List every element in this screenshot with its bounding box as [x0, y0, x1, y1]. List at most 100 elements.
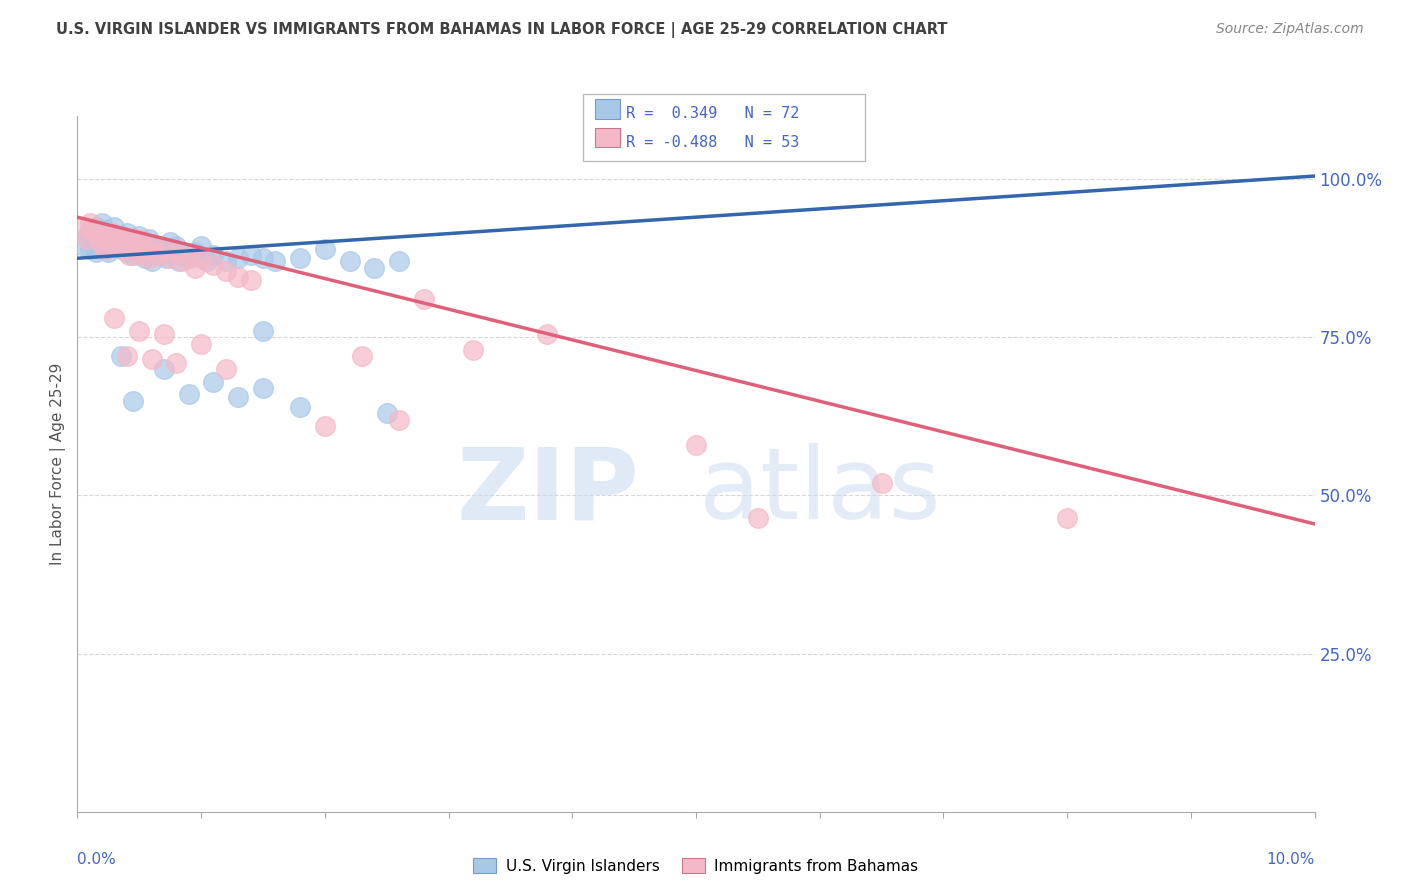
Y-axis label: In Labor Force | Age 25-29: In Labor Force | Age 25-29 [51, 363, 66, 565]
Point [165, 356, 187, 370]
Point [101, 226, 124, 240]
Point [215, 254, 238, 268]
Point [165, 244, 187, 259]
Point [363, 260, 385, 275]
Point [870, 475, 893, 490]
Point [93, 223, 115, 237]
Point [202, 248, 225, 262]
Point [412, 293, 434, 307]
Point [82, 232, 104, 246]
Point [172, 248, 194, 262]
Point [134, 242, 156, 256]
Text: R =  0.349   N = 72: R = 0.349 N = 72 [626, 106, 799, 121]
Point [105, 232, 128, 246]
Point [76, 232, 98, 246]
Point [112, 235, 135, 250]
Point [131, 235, 153, 250]
Point [146, 248, 169, 262]
Point [163, 244, 186, 259]
Point [128, 244, 150, 259]
Point [150, 248, 173, 262]
Point [79, 223, 101, 237]
Point [141, 238, 163, 252]
Point [146, 238, 169, 252]
Text: atlas: atlas [699, 443, 941, 541]
Point [172, 254, 194, 268]
Point [97, 232, 120, 246]
Point [141, 254, 163, 268]
Point [195, 254, 218, 268]
Point [89, 229, 111, 244]
Text: ZIP: ZIP [456, 443, 638, 541]
Point [155, 252, 177, 266]
Point [103, 219, 125, 234]
Point [288, 252, 311, 266]
Point [84, 219, 107, 234]
Point [101, 226, 124, 240]
Point [134, 242, 156, 256]
Point [184, 260, 207, 275]
Point [84, 244, 107, 259]
Point [153, 242, 176, 256]
Text: 0.0%: 0.0% [77, 852, 117, 867]
Point [122, 393, 145, 408]
Point [79, 217, 101, 231]
Point [141, 238, 163, 252]
Point [138, 232, 160, 246]
Point [177, 248, 200, 262]
Point [89, 235, 111, 250]
Point [747, 510, 769, 524]
Point [314, 242, 336, 256]
Point [288, 400, 311, 414]
Point [128, 324, 150, 338]
Point [79, 242, 101, 256]
Point [118, 238, 141, 252]
Point [1056, 510, 1078, 524]
Point [82, 226, 104, 240]
Point [165, 238, 187, 252]
Point [264, 254, 287, 268]
Point [131, 235, 153, 250]
Point [87, 238, 110, 252]
Point [184, 244, 207, 259]
Point [190, 238, 212, 252]
Point [118, 248, 141, 262]
Point [141, 352, 163, 367]
Point [103, 238, 125, 252]
Point [190, 336, 212, 351]
Point [91, 217, 114, 231]
Point [82, 223, 104, 237]
Point [110, 242, 132, 256]
Point [215, 264, 238, 278]
Point [252, 324, 274, 338]
Point [252, 381, 274, 395]
Point [103, 311, 125, 326]
Point [239, 273, 262, 287]
Point [91, 235, 114, 250]
Point [84, 229, 107, 244]
Point [215, 362, 238, 376]
Point [153, 327, 176, 342]
Point [226, 252, 249, 266]
Point [153, 362, 176, 376]
Point [128, 229, 150, 244]
Point [122, 238, 145, 252]
Point [685, 438, 707, 452]
Point [115, 244, 138, 259]
Point [134, 252, 156, 266]
Point [93, 242, 115, 256]
Text: 10.0%: 10.0% [1267, 852, 1315, 867]
Point [202, 258, 225, 272]
Point [536, 327, 558, 342]
Text: R = -0.488   N = 53: R = -0.488 N = 53 [626, 135, 799, 150]
Point [177, 252, 200, 266]
Point [110, 229, 132, 244]
Point [76, 229, 98, 244]
Point [128, 248, 150, 262]
Point [110, 235, 132, 250]
Point [72, 219, 94, 234]
Point [226, 270, 249, 285]
Point [159, 252, 181, 266]
Point [388, 254, 411, 268]
Point [91, 226, 114, 240]
